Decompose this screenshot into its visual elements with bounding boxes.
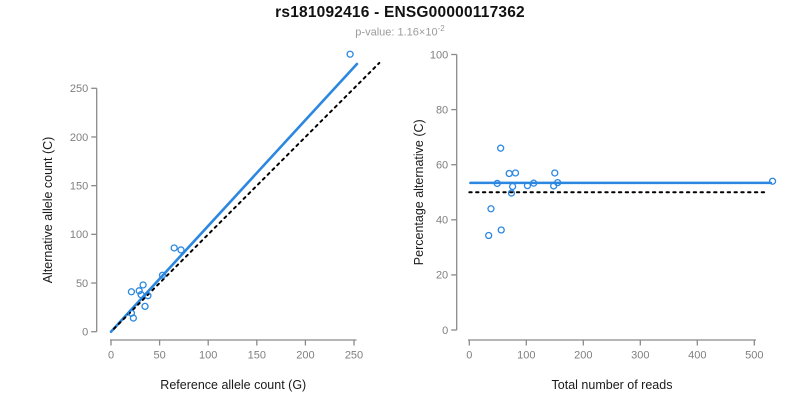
data-point [523,181,532,190]
x-axis-label: Total number of reads [552,378,673,392]
x-tick-label: 0 [466,350,472,362]
data-point [144,292,152,300]
data-point [511,169,520,177]
data-point [139,281,147,289]
x-tick-label: 500 [745,350,763,362]
data-point [170,244,178,252]
data-point [497,226,505,234]
data-point [550,182,558,190]
data-point [127,288,136,296]
x-tick-label: 100 [517,350,535,362]
data-point [508,182,517,191]
chart-title: rs181092416 - ENSG00000117362 [275,4,525,21]
x-tick-label: 50 [153,350,165,362]
x-tick-label: 200 [574,350,592,362]
y-axis-label: Alternative allele count (C) [41,137,55,284]
x-tick-label: 200 [296,350,314,362]
data-point [129,314,138,322]
data-point [137,291,145,299]
y-tick-label: 0 [442,325,448,337]
data-point [485,231,493,240]
x-tick-label: 150 [248,350,266,362]
x-tick-label: 400 [688,350,706,362]
x-tick-label: 300 [631,350,649,362]
left-scatter-plot: 0 50 100 150 200 250 0 50 100 150 200 250 Reference … [41,50,381,392]
right-scatter-plot: 0 100 200 300 400 500 0 20 40 60 80 100 Total number… [412,49,777,392]
data-point [768,177,777,185]
data-point [141,302,149,311]
y-tick-label: 40 [436,215,448,227]
y-tick-label: 150 [70,180,88,192]
data-point [158,271,167,279]
y-tick-label: 60 [436,160,448,172]
identity-line [112,61,381,330]
y-tick-label: 0 [82,327,88,339]
regression-line [109,62,359,334]
y-axis-label: Percentage alternative (C) [412,119,426,265]
x-tick-label: 250 [345,350,363,362]
data-point [496,144,505,152]
y-tick-label: 100 [70,229,88,241]
y-tick-label: 200 [70,132,88,144]
data-point [135,287,143,295]
x-tick-label: 0 [108,350,114,362]
data-point [493,179,501,188]
x-tick-label: 100 [199,350,217,362]
pvalue-exponent: -2 [437,24,445,33]
y-tick-label: 50 [76,278,88,290]
data-point [505,169,513,178]
chart-subtitle: p-value: 1.16×10-2 [0,24,800,39]
data-point [530,179,538,187]
data-point [551,169,559,177]
y-tick-label: 100 [430,49,448,61]
data-point [507,189,516,197]
y-tick-label: 80 [436,104,448,116]
data-point [177,246,185,254]
y-tick-label: 20 [436,270,448,282]
y-tick-label: 250 [70,83,88,95]
x-axis-label: Reference allele count (G) [160,378,306,392]
data-point [487,205,495,213]
pvalue-text: p-value: 1.16×10 [355,26,438,39]
data-point [346,50,354,58]
